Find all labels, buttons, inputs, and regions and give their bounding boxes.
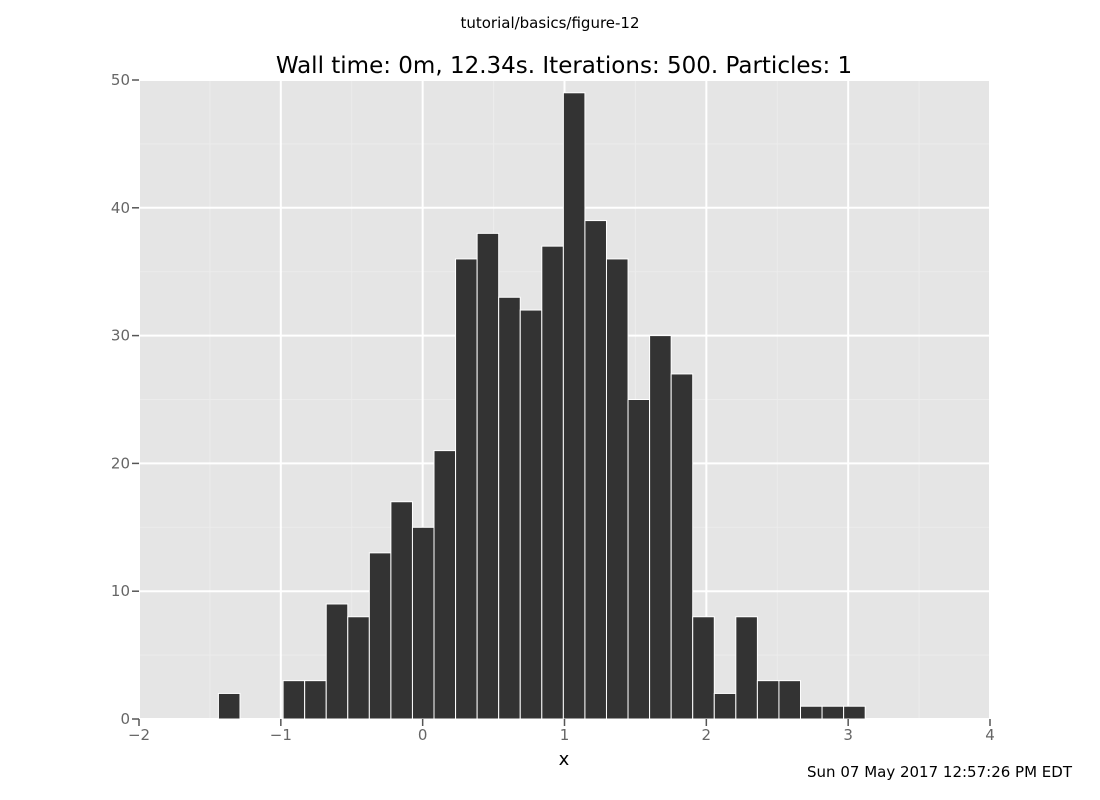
- histogram-bar: [347, 616, 370, 720]
- timestamp: Sun 07 May 2017 12:57:26 PM EDT: [807, 763, 1073, 781]
- y-tick-label: 0: [120, 710, 130, 728]
- histogram-bar: [756, 680, 780, 720]
- histogram-bar: [562, 92, 586, 720]
- x-tick-label: 4: [985, 726, 995, 744]
- histogram-bar: [605, 258, 629, 720]
- histogram-bar: [670, 373, 694, 720]
- histogram-bar: [778, 680, 802, 720]
- histogram-bar: [368, 552, 392, 720]
- histogram-bar: [735, 616, 758, 720]
- histogram-bar: [800, 705, 823, 720]
- histogram-bar: [649, 335, 672, 720]
- y-tick-label: 30: [111, 327, 130, 345]
- histogram-bar: [411, 526, 435, 720]
- histogram-bar: [304, 680, 327, 720]
- histogram-bar: [541, 245, 564, 720]
- histogram-bar: [476, 232, 500, 720]
- histogram-bar: [843, 705, 866, 720]
- axes: [132, 79, 991, 726]
- histogram-bar: [627, 399, 651, 720]
- histogram-bar: [692, 616, 715, 720]
- chart-title: Wall time: 0m, 12.34s. Iterations: 500. …: [276, 53, 852, 79]
- histogram-bar: [390, 501, 413, 720]
- histogram-bars: [217, 92, 866, 720]
- x-tick-label: 2: [702, 726, 712, 744]
- y-tick-label: 50: [111, 71, 130, 89]
- y-tick-label: 10: [111, 582, 130, 600]
- y-tick-label: 20: [111, 454, 130, 472]
- histogram-bar: [325, 603, 349, 720]
- histogram-bar: [455, 258, 478, 720]
- histogram-bar: [584, 220, 607, 720]
- histogram-bar: [519, 309, 543, 720]
- histogram-bar: [282, 680, 306, 720]
- y-tick-label: 40: [111, 199, 130, 217]
- histogram-bar: [713, 692, 737, 720]
- x-tick-label: 0: [418, 726, 428, 744]
- x-tick-label: 1: [560, 726, 570, 744]
- x-axis-label: x: [559, 749, 570, 770]
- x-tick-label: −1: [270, 726, 292, 744]
- histogram-bar: [433, 450, 457, 720]
- x-tick-label: −2: [128, 726, 150, 744]
- histogram-bar: [498, 296, 521, 720]
- figure-suptitle: tutorial/basics/figure-12: [460, 14, 639, 32]
- histogram-bar: [217, 692, 241, 720]
- x-tick-label: 3: [843, 726, 853, 744]
- histogram-bar: [821, 705, 845, 720]
